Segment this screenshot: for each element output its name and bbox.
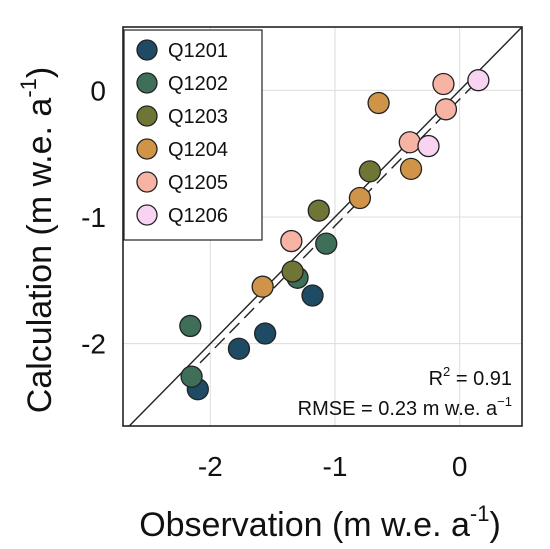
legend-label-q1205: Q1205 <box>168 172 228 194</box>
rmse-text: RMSE = 0.23 m w.e. a <box>298 398 498 420</box>
x-tick-label: -1 <box>323 451 348 482</box>
reference-lines <box>128 26 523 427</box>
legend-label-q1201: Q1201 <box>168 40 228 62</box>
y-tick-label: -2 <box>81 329 106 360</box>
data-points <box>179 69 490 401</box>
legend-marker-q1201 <box>136 39 158 61</box>
legend-marker-q1203 <box>136 105 158 127</box>
plot-frame <box>122 26 523 427</box>
y-axis-label: Calculation (m w.e. a-1) <box>16 67 59 413</box>
x-axis-label-superscript: -1 <box>470 501 490 526</box>
y-axis-label-superscript: -1 <box>16 78 41 98</box>
y-tick-label: -1 <box>81 202 106 233</box>
point-q1202 <box>179 314 202 338</box>
legend-label-q1206: Q1206 <box>168 205 228 227</box>
r2-superscript: 2 <box>443 364 450 379</box>
legend-marker-q1206 <box>136 204 158 226</box>
legend-marker-q1202 <box>136 72 158 94</box>
point-q1203 <box>307 199 330 222</box>
rmse-superscript: −1 <box>497 394 512 409</box>
x-axis-label-end: ) <box>489 506 500 544</box>
r2-prefix: R <box>429 368 443 390</box>
y-axis-label-text: Calculation (m w.e. a <box>21 98 59 414</box>
legend-marker-q1205 <box>136 171 158 193</box>
x-tick-labels: -2 -1 0 <box>198 451 468 482</box>
r-squared-annotation: R2 = 0.91 <box>429 364 512 390</box>
point-q1201 <box>227 337 251 360</box>
x-axis-label-text: Observation (m w.e. a <box>139 506 470 544</box>
legend-label-q1202: Q1202 <box>168 73 228 95</box>
point-q1205 <box>398 131 421 154</box>
one-to-one-line <box>128 26 523 427</box>
rmse-annotation: RMSE = 0.23 m w.e. a−1 <box>298 394 512 420</box>
x-tick-label: -2 <box>198 451 223 482</box>
legend-marker-q1204 <box>136 138 158 160</box>
legend-label-q1203: Q1203 <box>168 106 228 128</box>
fit-line <box>184 79 479 379</box>
point-q1204 <box>367 91 390 115</box>
y-axis-label-end: ) <box>21 67 59 78</box>
r2-value: = 0.91 <box>450 368 512 390</box>
point-q1201 <box>301 284 324 307</box>
point-q1206 <box>467 69 490 92</box>
point-q1202 <box>180 365 203 388</box>
point-q1203 <box>358 160 382 183</box>
legend-label-q1204: Q1204 <box>168 139 228 161</box>
point-q1204 <box>399 157 423 181</box>
y-tick-labels: -2 -1 0 <box>81 75 106 359</box>
x-axis-label: Observation (m w.e. a-1) <box>139 501 501 544</box>
point-q1205 <box>434 98 458 121</box>
point-q1204 <box>251 275 274 298</box>
point-q1203 <box>281 260 304 283</box>
point-q1204 <box>348 186 372 210</box>
point-q1205 <box>280 229 303 253</box>
legend: Q1201 Q1202 Q1203 Q1204 Q1205 Q1206 <box>123 29 263 241</box>
y-tick-label: 0 <box>90 75 106 106</box>
point-q1205 <box>432 72 455 96</box>
point-q1201 <box>253 322 277 345</box>
x-tick-label: 0 <box>452 451 468 482</box>
point-q1202 <box>315 232 338 255</box>
point-q1206 <box>417 134 440 158</box>
